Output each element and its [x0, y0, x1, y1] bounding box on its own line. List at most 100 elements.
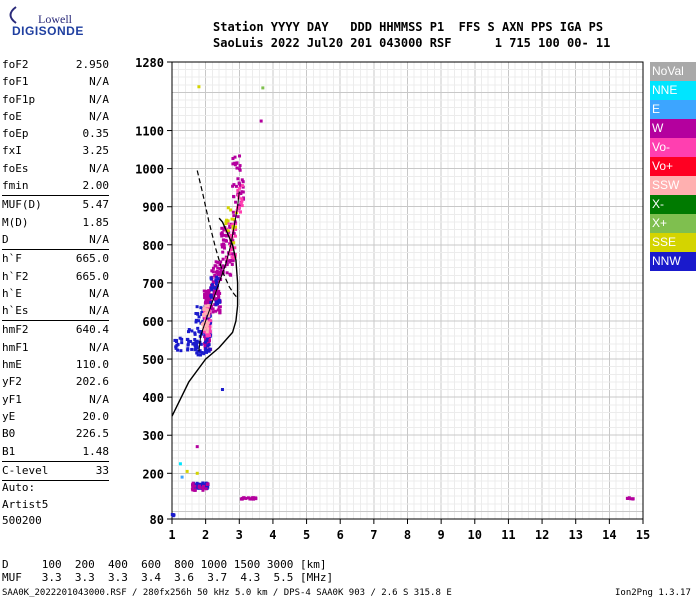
echo-point	[204, 311, 208, 315]
echo-point	[190, 487, 194, 491]
echo-point	[203, 309, 207, 313]
param-separator	[2, 249, 109, 251]
echo-point	[210, 269, 214, 273]
echo-point	[226, 259, 230, 263]
echo-point	[204, 349, 208, 353]
param-name: B0	[2, 427, 16, 441]
echo-point	[219, 267, 223, 271]
x-tick-label: 10	[468, 528, 482, 542]
echo-point	[211, 293, 215, 297]
echo-point	[198, 486, 202, 490]
echo-point	[214, 309, 218, 313]
echo-point	[206, 314, 210, 318]
param-name: h`Es	[2, 304, 29, 318]
echo-point	[186, 347, 190, 351]
param-name: h`F	[2, 252, 22, 266]
legend-item-x: X+	[650, 214, 696, 233]
echo-point	[225, 218, 229, 222]
param-name: foEp	[2, 127, 29, 141]
param-value: 1.48	[82, 444, 110, 458]
echo-point	[200, 311, 204, 315]
echo-point	[254, 496, 258, 500]
param-name: M(D)	[2, 215, 29, 229]
echo-point	[197, 482, 201, 486]
echo-point	[196, 312, 200, 316]
param-value: 2.950	[75, 58, 109, 71]
echo-point	[197, 319, 201, 323]
echo-point	[200, 313, 204, 317]
echo-point	[191, 481, 195, 485]
echo-point	[202, 483, 206, 487]
echo-point	[195, 471, 199, 475]
param-row: yE 20.0	[2, 408, 109, 425]
distance-row: D 100 200 400 600 800 1000 1500 3000 [km…	[2, 558, 327, 571]
echo-point	[239, 201, 243, 205]
x-tick-label: 11	[501, 528, 515, 542]
echo-point	[205, 330, 209, 334]
echo-point	[202, 306, 206, 310]
y-tick-label: 800	[142, 239, 164, 253]
echo-point	[233, 163, 237, 167]
echo-point	[201, 488, 205, 492]
echo-point	[238, 168, 242, 172]
echo-point	[231, 162, 235, 166]
y-tick-label: 900	[142, 201, 164, 215]
param-row: h`F 665.0	[2, 250, 109, 267]
param-name: foF1p	[2, 92, 36, 106]
x-tick-label: 8	[404, 528, 411, 542]
echo-point	[230, 247, 234, 251]
echo-point	[202, 330, 206, 334]
echo-point	[203, 340, 207, 344]
echo-point	[242, 496, 246, 500]
echo-point	[209, 286, 213, 290]
echo-point	[207, 301, 211, 305]
echo-point	[199, 482, 203, 486]
echo-point	[226, 229, 230, 233]
echo-point	[215, 297, 219, 301]
echo-point	[230, 217, 234, 221]
param-name: fmin	[2, 179, 29, 193]
echo-point	[204, 304, 208, 308]
param-row: B1 1.48	[2, 443, 109, 460]
echo-point	[230, 262, 234, 266]
polarization-legend: NoVal NNE E W Vo- Vo+ SSW X- X+ SSE NNW	[650, 62, 696, 271]
echo-point	[212, 289, 216, 293]
param-value: 110.0	[75, 358, 109, 372]
x-tick-label: 9	[438, 528, 445, 542]
echo-point	[215, 275, 219, 279]
echo-point	[209, 304, 213, 308]
muf-dashed-curve	[196, 170, 239, 299]
echo-point	[225, 263, 229, 267]
echo-point	[206, 333, 210, 337]
legend-item-x: X-	[650, 195, 696, 214]
echo-point	[232, 183, 236, 187]
echo-point	[196, 353, 200, 357]
echo-point	[231, 210, 235, 214]
echo-point	[180, 341, 184, 345]
echo-point	[240, 199, 244, 203]
echo-point	[199, 306, 203, 310]
x-tick-label: 5	[303, 528, 310, 542]
param-row: foF1p N/A	[2, 91, 109, 108]
param-row: C-level 33	[2, 462, 109, 479]
param-value: 0.35	[82, 127, 110, 141]
echo-point	[195, 351, 199, 355]
echo-point	[238, 167, 242, 171]
echo-point	[220, 233, 224, 237]
echo-point	[241, 190, 245, 194]
x-tick-label: 1	[168, 528, 175, 542]
echo-point	[201, 313, 205, 317]
param-separator	[2, 480, 109, 482]
logo-company-name: Lowell	[38, 12, 72, 26]
echo-point	[241, 185, 245, 189]
echo-point	[206, 297, 210, 301]
param-value: N/A	[89, 392, 109, 406]
param-name: foEs	[2, 161, 29, 175]
echo-point	[231, 239, 235, 243]
echo-point	[173, 338, 177, 342]
y-tick-label: 1000	[135, 163, 164, 177]
echo-point	[208, 319, 212, 323]
param-value: 226.5	[75, 427, 109, 441]
electron-density-profile	[171, 217, 239, 417]
echo-point	[204, 299, 208, 303]
